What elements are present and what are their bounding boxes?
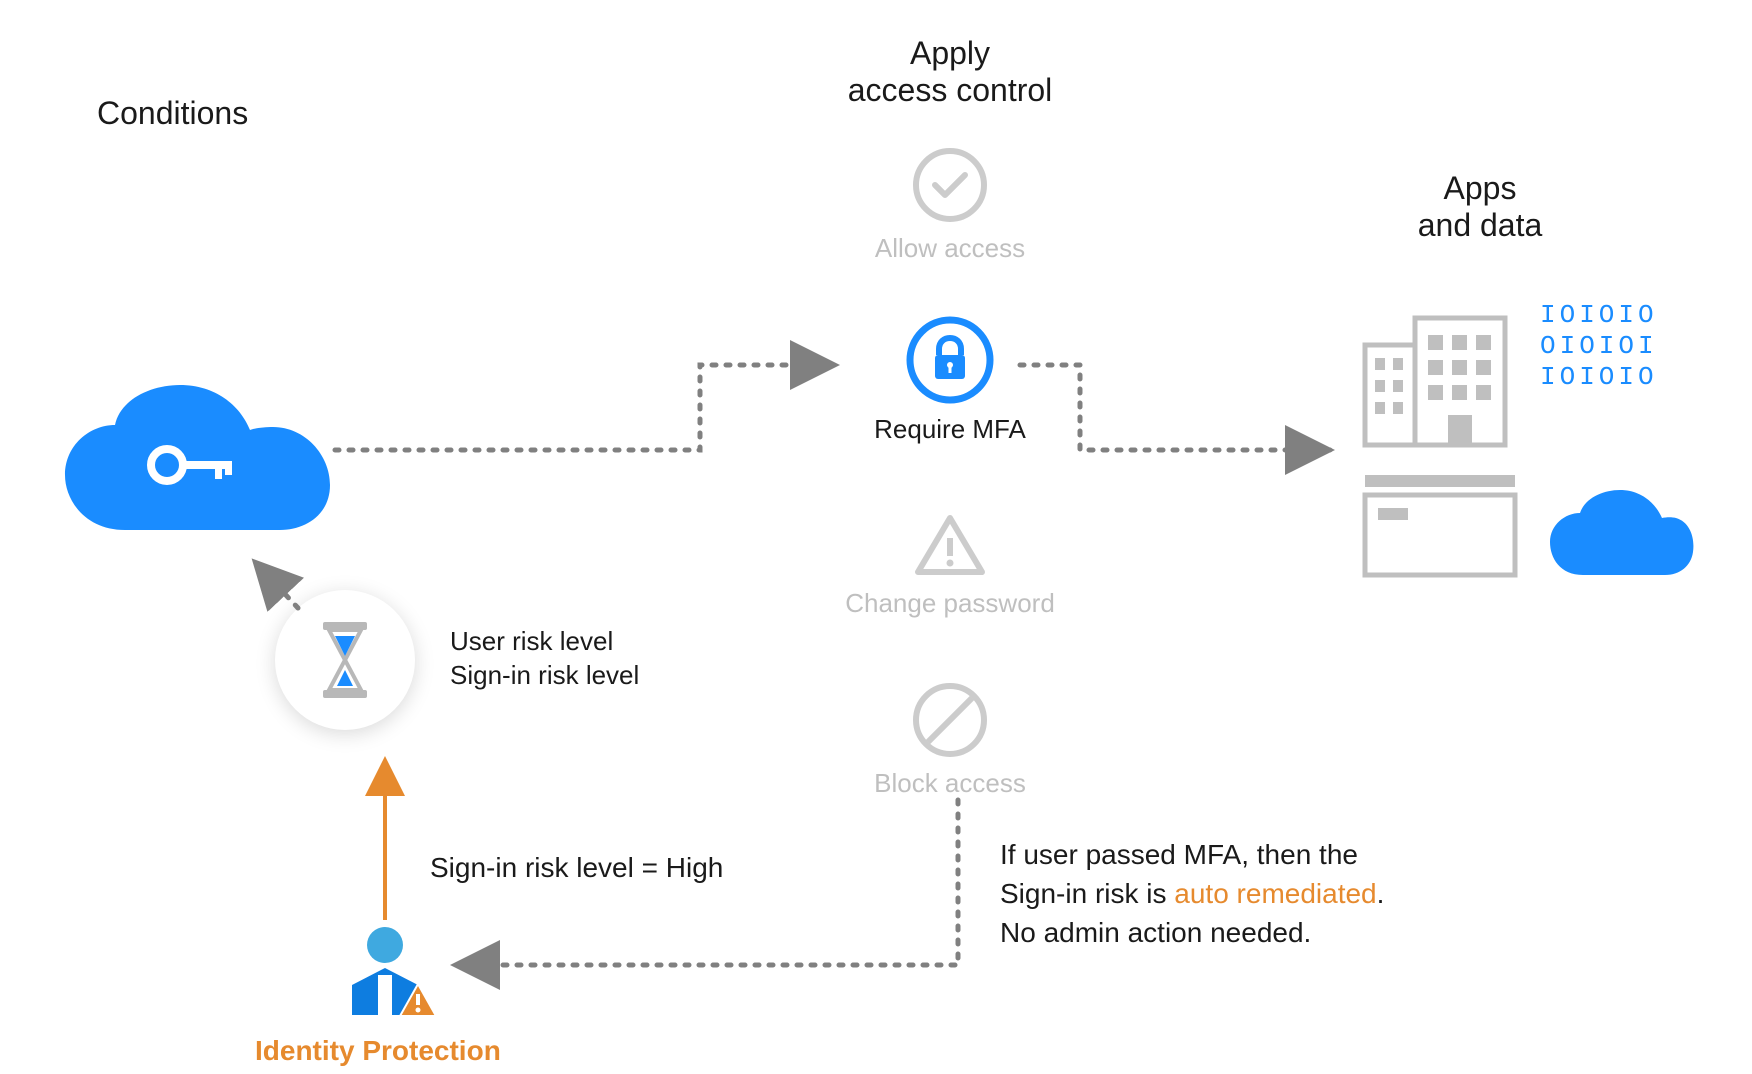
binary-r2: OIOIOI xyxy=(1540,331,1658,362)
hourglass-icon xyxy=(315,620,375,700)
apps-line2: and data xyxy=(1370,207,1590,244)
remediation-l2a: Sign-in risk is xyxy=(1000,878,1174,909)
identity-protection-icon xyxy=(340,920,440,1025)
conditions-heading: Conditions xyxy=(97,95,248,132)
binary-r3: IOIOIO xyxy=(1540,362,1658,393)
apps-line1: Apps xyxy=(1370,170,1590,207)
apply-heading: Apply access control xyxy=(820,35,1080,109)
allow-access-option: Allow access xyxy=(860,145,1040,264)
device-icon xyxy=(1360,470,1520,585)
signin-high-label: Sign-in risk level = High xyxy=(430,850,723,886)
hourglass-badge xyxy=(275,590,415,730)
mfa-label: Require MFA xyxy=(860,413,1040,447)
lock-circle-icon xyxy=(905,315,995,405)
binary-r1: IOIOIO xyxy=(1540,300,1658,331)
remediation-l2b: auto remediated xyxy=(1174,878,1376,909)
small-cloud-icon xyxy=(1545,490,1695,590)
identity-protection-label: Identity Protection xyxy=(255,1035,501,1067)
remediation-line2: Sign-in risk is auto remediated. xyxy=(1000,874,1384,913)
remediation-line1: If user passed MFA, then the xyxy=(1000,835,1384,874)
binary-data: IOIOIO OIOIOI IOIOIO xyxy=(1540,300,1658,394)
remediation-line3: No admin action needed. xyxy=(1000,913,1384,952)
change-pw-label: Change password xyxy=(830,588,1070,619)
allow-label: Allow access xyxy=(860,233,1040,264)
check-circle-icon xyxy=(910,145,990,225)
require-mfa-option: Require MFA xyxy=(860,315,1040,447)
building-icon xyxy=(1360,310,1510,455)
block-label: Block access xyxy=(860,768,1040,799)
remediation-text: If user passed MFA, then the Sign-in ris… xyxy=(1000,835,1384,953)
risk-labels: User risk level Sign-in risk level xyxy=(450,625,639,693)
warning-triangle-icon xyxy=(910,510,990,580)
user-risk-label: User risk level xyxy=(450,625,639,659)
block-access-option: Block access xyxy=(860,680,1040,799)
cloud-key-icon xyxy=(55,380,335,565)
apps-heading: Apps and data xyxy=(1370,170,1590,244)
apply-line2: access control xyxy=(820,72,1080,109)
block-circle-icon xyxy=(910,680,990,760)
change-password-option: Change password xyxy=(830,510,1070,619)
remediation-l2c: . xyxy=(1377,878,1385,909)
signin-risk-label: Sign-in risk level xyxy=(450,659,639,693)
apply-line1: Apply xyxy=(820,35,1080,72)
